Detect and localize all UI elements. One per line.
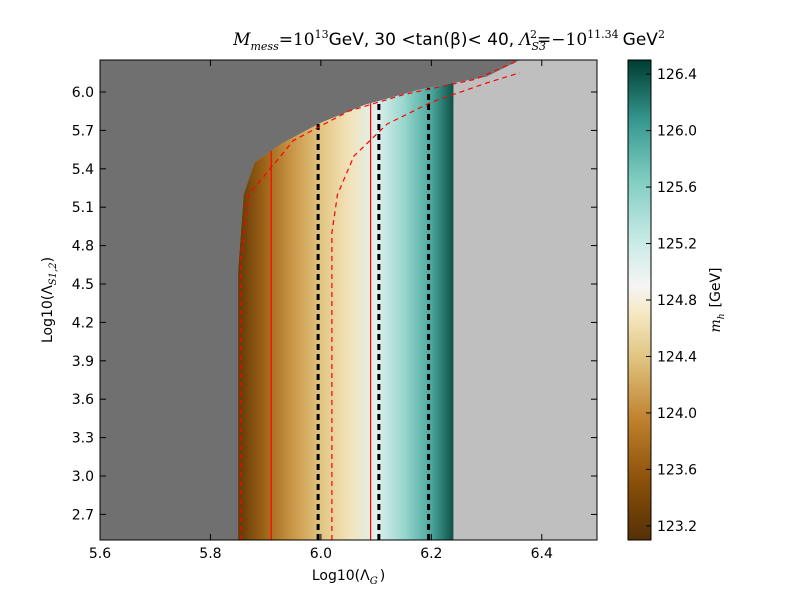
plot-area: 5.6 5.8 6.0 6.2 6.4 2.7 3.0 3.3 3.6 3.9 4.2 4.5 4.8… <box>72 59 598 562</box>
title-lambda: Λ <box>517 30 531 50</box>
mh-colored-region <box>238 83 454 540</box>
red-dashed-contour-0 <box>240 60 520 540</box>
title-lambda-unit-sup: 2 <box>658 28 665 41</box>
title-lambda-exp: 11.34 <box>587 28 619 41</box>
x-axis-label-text: Log10(Λ <box>312 568 370 584</box>
x-tick-label: 6.2 <box>420 546 442 562</box>
y-tick-label: 3.6 <box>72 392 94 408</box>
y-tick-label: 3.9 <box>72 354 94 370</box>
x-tick-label: 5.8 <box>199 546 221 562</box>
title-mass-exp: 13 <box>315 28 329 41</box>
colorbar-label-unit: [GeV] <box>708 267 724 307</box>
plot-frame <box>99 59 598 541</box>
x-tick-label: 5.6 <box>89 546 111 562</box>
colorbar-label-m: m <box>708 319 724 332</box>
title-mass-sub: mess <box>250 40 279 53</box>
excluded-left-region <box>100 60 520 540</box>
x-axis-label: Log10(ΛG) <box>312 568 385 587</box>
y-tick-label: 5.1 <box>72 200 94 216</box>
colorbar: 123.2 123.6 124.0 124.4 124.8 125.2 125.6 126.0… <box>627 59 727 541</box>
colorbar-tick-label: 123.2 <box>657 519 697 535</box>
x-axis-label-sub: G <box>370 576 378 587</box>
y-axis-label: Log10(ΛS1,2) <box>40 257 59 343</box>
title-lambda-eq: =−10 <box>537 30 587 50</box>
y-axis-label-sub: S1,2 <box>48 262 59 285</box>
chart-title: Mmess=1013GeV, 30 <tan(β)< 40, ΛS32=−1011.… <box>232 28 665 53</box>
title-mass-label: M <box>232 30 251 50</box>
title-lambda-sub: S3 <box>532 40 547 53</box>
y-tick-label: 4.8 <box>72 239 94 255</box>
red-dashed-contour-1 <box>331 72 520 540</box>
y-tick-label: 3.3 <box>72 431 94 447</box>
title-mass-unit: GeV, <box>329 30 370 50</box>
colorbar-tick-label: 124.0 <box>657 406 697 422</box>
y-axis-label-text: Log10(Λ <box>40 285 56 343</box>
x-tick-label: 6.0 <box>310 546 332 562</box>
x-tick-label: 6.4 <box>531 546 553 562</box>
y-tick-label: 5.7 <box>72 123 94 139</box>
title-tan-range: 30 <tan(β)< 40, <box>374 30 514 50</box>
colorbar-tick-label: 124.8 <box>657 293 697 309</box>
colorbar-label: mh [GeV] <box>708 267 727 332</box>
colorbar-tick-label: 125.2 <box>657 237 697 253</box>
y-tick-label: 3.0 <box>72 469 94 485</box>
colorbar-tick-label: 126.4 <box>657 67 697 83</box>
y-tick-label: 4.2 <box>72 315 94 331</box>
y-axis-label-close: ) <box>40 257 56 262</box>
colorbar-tick-label: 125.6 <box>657 180 697 196</box>
y-tick-label: 5.4 <box>72 162 94 178</box>
colorbar-label-sub: h <box>717 313 727 319</box>
y-tick-label: 6.0 <box>72 85 94 101</box>
colorbar-tick-label: 126.0 <box>657 124 697 140</box>
colorbar-tick-label: 124.4 <box>657 349 697 365</box>
title-lambda-unit: GeV <box>623 30 659 50</box>
y-tick-label: 2.7 <box>72 507 94 523</box>
title-mass-eq: =10 <box>279 30 315 50</box>
title-lambda-sup: 2 <box>530 28 537 41</box>
y-tick-label: 4.5 <box>72 277 94 293</box>
x-axis-label-close: ) <box>380 568 385 584</box>
colorbar-tick-label: 123.6 <box>657 462 697 478</box>
